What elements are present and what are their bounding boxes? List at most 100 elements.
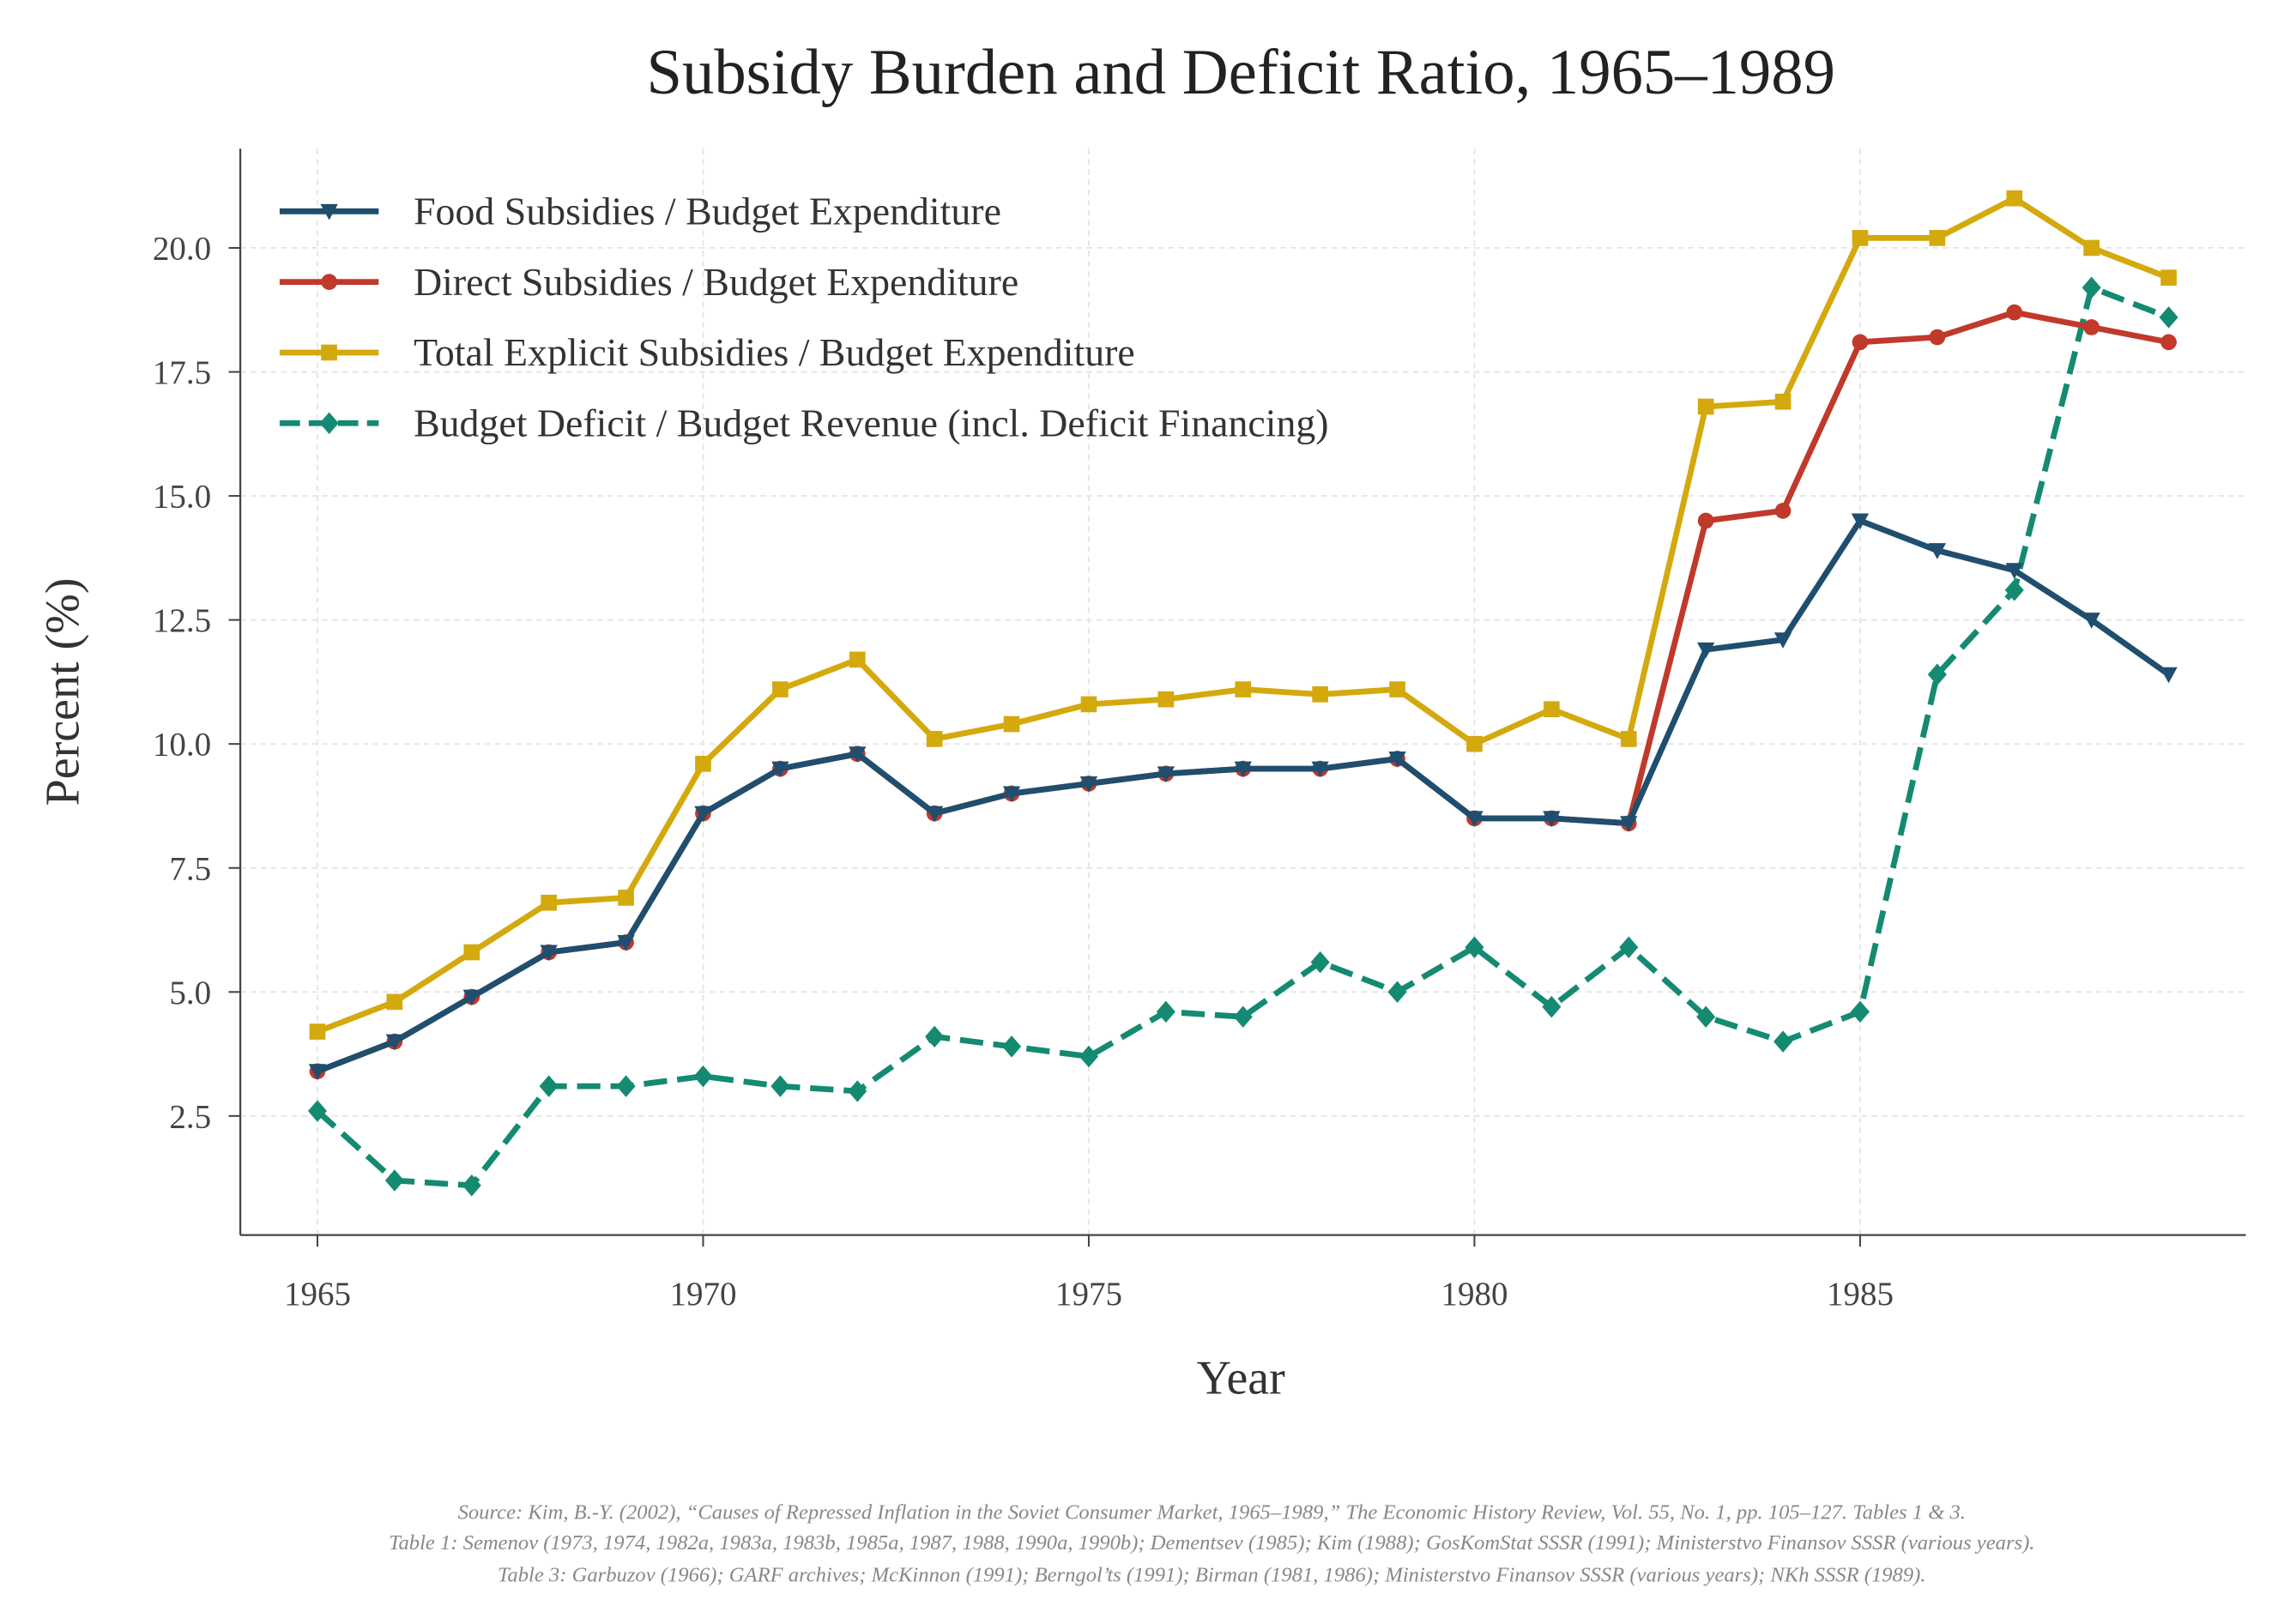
x-tick-label: 1980 <box>1441 1276 1508 1313</box>
data-point <box>1466 735 1483 752</box>
footer-source: Source: Kim, B.-Y. (2002), “Causes of Re… <box>458 1501 1966 1524</box>
y-tick-label: 2.5 <box>169 1098 211 1135</box>
data-point <box>1929 230 1946 246</box>
data-point <box>1774 503 1792 519</box>
data-point <box>2160 334 2177 351</box>
x-axis-label: Year <box>1197 1352 1286 1405</box>
data-point <box>540 945 558 962</box>
data-point <box>2082 613 2100 629</box>
y-tick-label: 7.5 <box>169 850 211 887</box>
data-point <box>926 731 943 747</box>
data-point <box>1234 761 1252 778</box>
data-point <box>1542 995 1562 1018</box>
data-point <box>1543 811 1561 828</box>
x-tick-label: 1975 <box>1055 1276 1122 1313</box>
data-point <box>384 1169 404 1192</box>
legend-marker <box>319 412 339 435</box>
data-point <box>925 1025 945 1048</box>
data-point <box>1852 334 1869 351</box>
data-point <box>2160 667 2178 684</box>
data-point <box>1465 811 1483 828</box>
data-point <box>1080 696 1097 713</box>
data-point <box>2005 563 2023 579</box>
data-point <box>539 1075 559 1097</box>
x-tick-label: 1970 <box>669 1276 736 1313</box>
data-point <box>695 755 711 772</box>
data-point <box>2160 269 2177 286</box>
data-point <box>1851 513 1870 530</box>
legend-item: Total Explicit Subsidies / Budget Expend… <box>279 330 1135 374</box>
data-point <box>2083 319 2100 335</box>
data-point <box>1389 681 1405 697</box>
data-point <box>2159 306 2178 329</box>
data-point <box>849 746 867 763</box>
series-layer <box>307 190 2178 1197</box>
chart-title: Subsidy Burden and Deficit Ratio, 1965–1… <box>646 37 1834 108</box>
data-point <box>694 806 712 823</box>
series-square <box>309 190 2177 1040</box>
data-point <box>618 890 634 906</box>
data-point <box>925 806 944 823</box>
data-point <box>1156 1000 1175 1023</box>
legend: Food Subsidies / Budget Expenditure Direc… <box>279 190 1329 445</box>
data-point <box>1311 761 1329 778</box>
data-point <box>1079 776 1098 793</box>
footer-table1: Table 1: Semenov (1973, 1974, 1982a, 198… <box>389 1531 2034 1555</box>
y-tick-label: 12.5 <box>153 602 211 639</box>
y-tick-label: 20.0 <box>153 231 211 268</box>
data-point <box>541 894 558 911</box>
data-point <box>849 651 866 668</box>
axes: 1965 1970 1975 1980 1985 2.5 5.0 7.5 10.0 12.5 15.… <box>153 148 2246 1313</box>
y-axis-label: Percent (%) <box>37 578 90 806</box>
data-point <box>1774 393 1792 410</box>
data-point <box>1387 981 1407 1004</box>
data-point <box>1773 632 1792 649</box>
data-point <box>1544 701 1560 718</box>
data-point <box>1620 731 1637 747</box>
data-point <box>463 944 480 961</box>
data-point <box>385 1034 404 1051</box>
legend-marker <box>321 344 337 361</box>
legend-label: Food Subsidies / Budget Expenditure <box>414 190 1001 233</box>
data-point <box>1312 686 1328 703</box>
series-line <box>316 517 2171 1074</box>
data-point <box>1310 951 1330 974</box>
legend-item: Budget Deficit / Budget Revenue (incl. D… <box>279 401 1329 445</box>
data-point <box>1235 681 1252 697</box>
data-point <box>2006 304 2023 321</box>
data-point <box>1852 230 1869 246</box>
data-point <box>2082 276 2101 299</box>
legend-marker <box>320 203 338 220</box>
legend-label: Total Explicit Subsidies / Budget Expend… <box>414 330 1135 374</box>
data-point <box>2006 190 2023 207</box>
data-point <box>848 1080 867 1102</box>
data-point <box>308 1064 327 1080</box>
data-point <box>309 1023 326 1040</box>
data-point <box>1620 816 1638 832</box>
data-point <box>1697 398 1714 415</box>
data-point <box>770 1075 790 1097</box>
data-point <box>771 761 789 778</box>
y-tick-label: 5.0 <box>169 975 211 1011</box>
data-point <box>1079 1045 1098 1068</box>
data-point <box>1929 329 1946 346</box>
legend-label: Budget Deficit / Budget Revenue (incl. D… <box>414 401 1329 445</box>
y-tick-label: 17.5 <box>153 354 211 391</box>
data-point <box>1773 1030 1793 1053</box>
x-tick-label: 1985 <box>1827 1276 1894 1313</box>
legend-item: Food Subsidies / Budget Expenditure <box>279 190 1001 233</box>
data-point <box>462 989 480 1006</box>
footer-table3: Table 3: Garbuzov (1966); GARF archives;… <box>498 1564 1926 1587</box>
series-triangle-down <box>308 513 2178 1080</box>
legend-marker <box>321 274 337 290</box>
data-point <box>462 1174 481 1197</box>
y-tick-label: 15.0 <box>153 479 211 516</box>
x-tick-label: 1965 <box>284 1276 351 1313</box>
data-point <box>1388 752 1406 768</box>
data-point <box>386 993 403 1011</box>
data-point <box>772 681 789 697</box>
data-point <box>1157 766 1175 783</box>
data-point <box>1002 786 1021 803</box>
data-point <box>1850 1000 1870 1023</box>
